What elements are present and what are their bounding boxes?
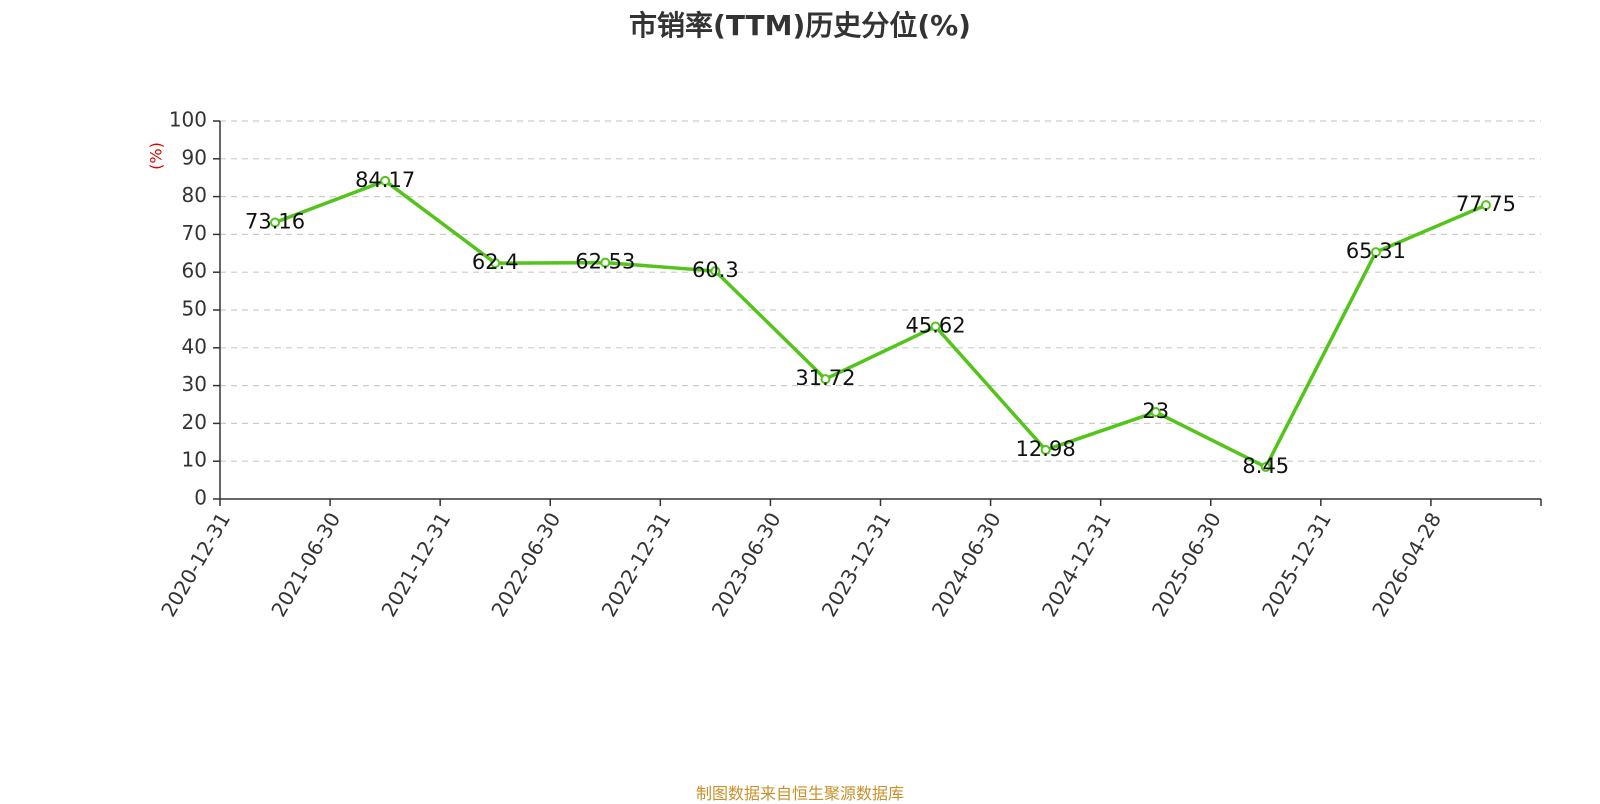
x-tick-label: 2021-06-30 bbox=[266, 508, 345, 621]
data-point bbox=[490, 258, 501, 269]
y-tick-label: 0 bbox=[194, 486, 207, 510]
data-label: 45.62 bbox=[905, 314, 965, 338]
x-axis-ticks: 2020-12-31 2021-06-30 2021-12-31 2022-06-30… bbox=[156, 499, 1542, 621]
series-line bbox=[270, 175, 1491, 473]
data-label: 62.4 bbox=[472, 250, 519, 274]
x-tick-label: 2024-06-30 bbox=[927, 508, 1006, 621]
y-tick-label: 100 bbox=[169, 108, 207, 132]
series-path bbox=[274, 179, 1487, 469]
data-label: 62.53 bbox=[575, 250, 635, 274]
data-point bbox=[1040, 444, 1051, 455]
data-point bbox=[1260, 462, 1271, 473]
y-tick-label: 30 bbox=[182, 372, 207, 396]
x-tick-label: 2026-04-28 bbox=[1367, 508, 1446, 621]
x-tick-label: 2021-12-31 bbox=[376, 508, 455, 621]
data-point bbox=[270, 217, 281, 228]
y-tick-label: 50 bbox=[182, 297, 207, 321]
chart-title: 市销率(TTM)历史分位(%) bbox=[629, 9, 971, 42]
data-point bbox=[820, 374, 831, 385]
data-label: 60.3 bbox=[692, 258, 739, 282]
data-point bbox=[1370, 247, 1381, 258]
grid-lines bbox=[220, 120, 1541, 462]
data-point bbox=[1150, 407, 1161, 418]
data-label: 73.16 bbox=[245, 209, 305, 233]
data-labels: 73.16 84.17 62.4 62.53 60.3 31.72 45.62 12.98 23… bbox=[245, 168, 1516, 478]
data-label: 23 bbox=[1142, 399, 1169, 423]
y-tick-label: 60 bbox=[182, 259, 207, 283]
data-label: 8.45 bbox=[1242, 454, 1289, 478]
data-label: 65.31 bbox=[1346, 239, 1406, 263]
x-tick-label: 2023-12-31 bbox=[817, 508, 896, 621]
data-point bbox=[710, 266, 721, 277]
x-tick-label: 2025-06-30 bbox=[1147, 508, 1226, 621]
source-note: 制图数据来自恒生聚源数据库 bbox=[695, 784, 904, 803]
y-tick-label: 80 bbox=[182, 183, 207, 207]
data-point bbox=[600, 257, 611, 268]
data-label: 31.72 bbox=[795, 366, 855, 390]
x-tick-label: 2022-12-31 bbox=[597, 508, 676, 621]
x-tick-label: 2024-12-31 bbox=[1037, 508, 1116, 621]
y-tick-label: 40 bbox=[182, 334, 207, 358]
x-tick-label: 2022-06-30 bbox=[486, 508, 565, 621]
y-tick-label: 70 bbox=[182, 221, 207, 245]
y-axis-label: (%) bbox=[147, 142, 166, 170]
data-point bbox=[1480, 200, 1491, 211]
data-label: 77.75 bbox=[1456, 192, 1516, 216]
x-tick-label: 2020-12-31 bbox=[156, 508, 235, 621]
data-label: 84.17 bbox=[355, 168, 415, 192]
y-tick-label: 20 bbox=[182, 410, 207, 434]
x-tick-label: 2025-12-31 bbox=[1257, 508, 1336, 621]
y-tick-label: 10 bbox=[182, 448, 207, 472]
y-axis-ticks: 0 10 20 30 40 50 60 70 80 90 100 bbox=[169, 108, 220, 510]
data-point bbox=[380, 175, 391, 186]
data-point bbox=[930, 321, 941, 332]
x-tick-label: 2023-06-30 bbox=[707, 508, 786, 621]
y-tick-label: 90 bbox=[182, 145, 207, 169]
data-label: 12.98 bbox=[1016, 437, 1076, 461]
